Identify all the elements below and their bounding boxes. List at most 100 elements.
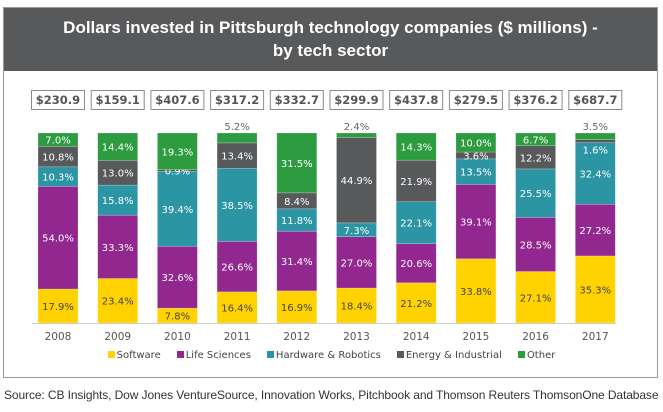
bar-segment <box>276 290 318 324</box>
data-label: 27.2% <box>579 226 611 237</box>
bar-segment <box>157 245 198 309</box>
total-label: $159.1 <box>96 93 140 107</box>
data-label: 16.9% <box>281 303 313 314</box>
data-label: 20.6% <box>400 259 432 270</box>
bar-segment <box>336 137 377 224</box>
data-label: 22.1% <box>400 219 432 230</box>
total-box <box>389 90 444 110</box>
x-tick-label: 2016 <box>522 331 549 343</box>
x-tick-label: 2011 <box>224 331 251 343</box>
data-label: 31.5% <box>281 159 313 170</box>
legend-swatch <box>517 351 525 358</box>
x-tick-label: 2009 <box>104 331 131 343</box>
total-box <box>508 90 563 110</box>
bar-segment <box>515 217 556 272</box>
data-label: 6.7% <box>523 135 548 146</box>
bar-segment <box>515 132 556 147</box>
total-label: $332.7 <box>275 93 319 107</box>
chart-title-line-1: Dollars invested in Pittsburgh technolog… <box>63 18 598 37</box>
chart-title-line-2: by tech sector <box>272 41 389 60</box>
bar-segment <box>37 288 79 324</box>
data-label: 2.4% <box>344 122 369 133</box>
source-note: Source: CB Insights, Dow Jones VentureSo… <box>4 388 659 402</box>
total-box <box>210 90 265 110</box>
legend-label: Energy & Industrial <box>405 350 502 361</box>
bar-segment <box>395 243 437 284</box>
data-label: 3.6% <box>463 151 488 162</box>
x-tick-label: 2015 <box>463 331 490 343</box>
data-label: 21.2% <box>400 299 432 310</box>
data-label: 13.5% <box>460 168 492 179</box>
data-label: 18.4% <box>341 302 373 313</box>
data-label: 38.5% <box>221 201 253 212</box>
legend-label: Hardware & Robotics <box>275 350 381 361</box>
total-label: $279.5 <box>454 93 498 107</box>
total-label: $407.6 <box>155 93 199 107</box>
bar-segment <box>37 132 79 147</box>
data-label: 54.0% <box>42 234 74 245</box>
total-box <box>329 90 384 110</box>
bar-segment <box>216 132 258 144</box>
bar-segment <box>336 132 377 138</box>
data-label: 25.5% <box>520 189 552 200</box>
legend-label: Software <box>116 350 161 361</box>
legend-label: Other <box>526 350 556 361</box>
data-label: 14.4% <box>102 143 134 154</box>
data-label: 21.9% <box>400 177 432 188</box>
data-label: 19.3% <box>162 147 194 158</box>
x-tick-label: 2008 <box>45 331 72 343</box>
chart-frame: Dollars invested in Pittsburgh technolog… <box>3 7 658 378</box>
bar-segment <box>37 186 79 290</box>
bar-segment <box>395 201 437 244</box>
data-label: 44.9% <box>341 176 373 187</box>
data-label: 12.2% <box>520 153 552 164</box>
bar-segment <box>574 139 616 143</box>
bar-segment <box>276 230 318 292</box>
data-label: 39.1% <box>460 218 492 229</box>
data-label: 10.8% <box>42 153 74 164</box>
total-box <box>90 90 145 110</box>
data-label: 32.4% <box>579 169 611 180</box>
legend-swatch <box>266 351 274 358</box>
legend-item: Other <box>517 350 556 361</box>
bar-segment <box>97 214 138 279</box>
legend-item: Software <box>107 350 161 361</box>
data-label: 27.1% <box>520 293 552 304</box>
data-label: 23.4% <box>102 297 134 308</box>
data-label: 0.9% <box>165 167 190 178</box>
bar-segment <box>97 160 138 186</box>
data-label: 39.4% <box>162 205 194 216</box>
data-label: 7.0% <box>45 136 70 147</box>
bar-segment <box>216 241 258 293</box>
bar-segment <box>395 159 437 203</box>
bar-segment <box>336 287 377 324</box>
data-label: 13.0% <box>102 169 134 180</box>
legend-item: Hardware & Robotics <box>266 350 381 361</box>
data-label: 5.2% <box>224 122 249 133</box>
data-label: 27.0% <box>341 258 373 269</box>
total-label: $230.9 <box>36 93 80 107</box>
data-label: 33.3% <box>102 243 134 254</box>
data-label: 7.3% <box>344 226 369 237</box>
bar-segment <box>455 184 497 260</box>
bar-segment <box>515 271 556 324</box>
stacked-bar-chart: $230.9 17.9% 54.0% 10.3% 10.8% 7.0% 2008 $159.1… <box>31 90 623 343</box>
x-tick-label: 2017 <box>582 331 609 343</box>
data-label: 15.8% <box>102 196 134 207</box>
data-label: 26.6% <box>221 263 253 274</box>
bar-segment <box>276 132 318 194</box>
bar-segment <box>97 132 138 161</box>
data-label: 32.6% <box>162 273 194 284</box>
data-label: 3.5% <box>583 122 608 133</box>
data-label: 1.6% <box>583 146 608 157</box>
data-label: 7.8% <box>165 312 190 323</box>
total-label: $437.8 <box>394 93 438 107</box>
data-label: 13.4% <box>221 152 253 163</box>
data-label: 16.4% <box>221 303 253 314</box>
data-label: 10.0% <box>460 139 492 150</box>
bar-segment <box>574 142 616 205</box>
bar-segment <box>97 278 138 324</box>
total-label: $317.2 <box>215 93 259 107</box>
total-box <box>150 90 205 110</box>
bar-segment <box>574 255 616 324</box>
